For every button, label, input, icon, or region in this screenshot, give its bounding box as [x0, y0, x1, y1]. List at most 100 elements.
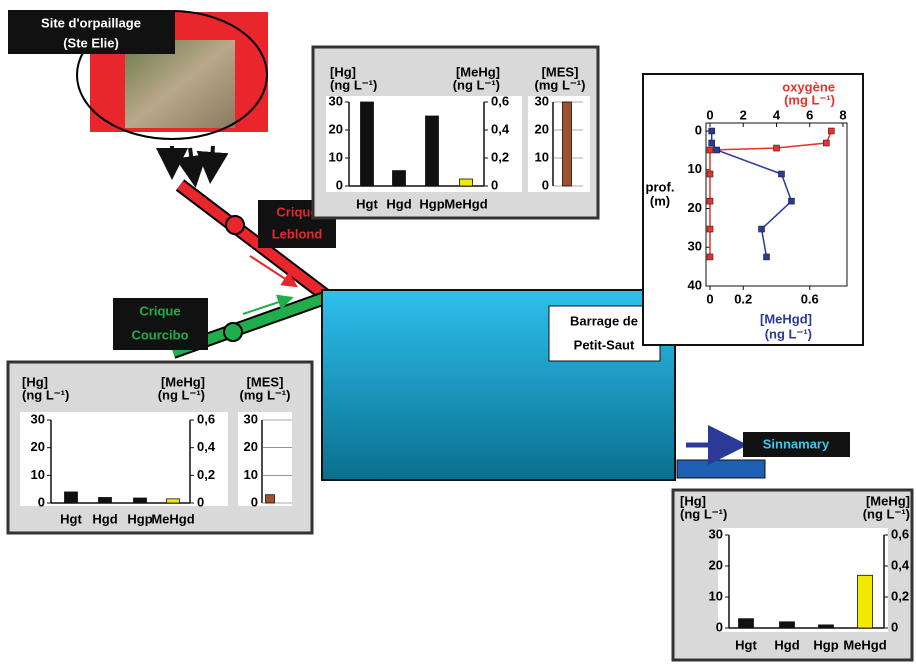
y-unit: (ng L⁻¹): [330, 77, 377, 92]
y-tick-label: 10: [31, 467, 45, 482]
station: [226, 216, 244, 234]
y2-tick-label: 0,4: [891, 557, 910, 572]
profile-point: [774, 145, 780, 151]
bar: [99, 497, 112, 503]
y2-tick-label: 0,6: [891, 526, 909, 541]
y-unit: (m): [650, 193, 670, 208]
bar: [134, 498, 147, 503]
bar: [739, 619, 754, 628]
profile-point: [788, 198, 794, 204]
y-tick-label: 0: [695, 122, 702, 137]
diagram: Site d'orpaillage (Ste Elie) Crique Lebl…: [0, 0, 916, 665]
y-unit: (ng L⁻¹): [22, 387, 69, 402]
profile-point: [709, 128, 715, 134]
y-unit: (ng L⁻¹): [680, 506, 727, 521]
x-tick-label: Hgd: [774, 637, 799, 652]
mes-tick-label: 30: [244, 411, 258, 426]
x-tick-label: Hgt: [60, 511, 82, 526]
dam-label: Barrage de: [570, 313, 638, 328]
panel: [643, 74, 863, 345]
y-tick-label: 20: [709, 557, 723, 572]
x-tick-label: 4: [773, 107, 781, 122]
x-tick-label: Hgp: [127, 511, 152, 526]
mes-tick-label: 10: [535, 149, 549, 164]
y-tick-label: 20: [688, 200, 702, 215]
y-tick-label: 10: [688, 161, 702, 176]
y2-tick-label: 0,6: [491, 93, 509, 108]
river-label: Crique: [139, 303, 180, 318]
y-tick-label: 20: [31, 439, 45, 454]
mes-bar: [266, 495, 275, 503]
y-tick-label: 0: [38, 494, 45, 509]
bar: [393, 171, 406, 186]
profile-point: [707, 198, 713, 204]
x-tick-label: MeHgd: [843, 637, 886, 652]
bar: [858, 575, 873, 628]
river-label: Courcibo: [131, 327, 188, 342]
x-tick-label: Hgt: [735, 637, 757, 652]
profile-point: [707, 254, 713, 260]
mes-unit: (mg L⁻¹): [535, 77, 586, 92]
bar: [361, 102, 374, 186]
series-unit: (ng L⁻¹): [765, 326, 812, 341]
y2-tick-label: 0,2: [891, 588, 909, 603]
mes-area: [528, 96, 590, 192]
profile-point: [707, 171, 713, 177]
x-tick-label: Hgt: [356, 196, 378, 211]
y-tick-label: 30: [31, 411, 45, 426]
y2-tick-label: 0: [197, 494, 204, 509]
x-tick-label: 2: [740, 107, 747, 122]
y2-unit: (ng L⁻¹): [158, 387, 205, 402]
mes-tick-label: 30: [535, 93, 549, 108]
y2-tick-label: 0,2: [197, 467, 215, 482]
river-label: Leblond: [272, 226, 323, 241]
series-unit: (mg L⁻¹): [784, 92, 835, 107]
bar: [460, 179, 473, 186]
profile-point: [828, 128, 834, 134]
mes-bar: [563, 102, 572, 186]
series-label: [MeHgd]: [760, 311, 812, 326]
mes-tick-label: 0: [251, 494, 258, 509]
profile-point: [823, 140, 829, 146]
runoff-arrows: [172, 146, 213, 176]
x-tick-label: MeHgd: [151, 511, 194, 526]
y-label: prof.: [646, 179, 675, 194]
profile-point: [707, 226, 713, 232]
bar: [65, 492, 78, 503]
y2-tick-label: 0: [891, 619, 898, 634]
x-tick-label: 0: [706, 107, 713, 122]
x-tick-label: Hgd: [386, 196, 411, 211]
x-tick-label: 8: [839, 107, 846, 122]
x2-tick-label: 0.6: [801, 291, 819, 306]
y2-tick-label: 0,2: [491, 149, 509, 164]
profile-point: [707, 147, 713, 153]
bar: [819, 625, 834, 628]
x2-tick-label: 0.2: [734, 291, 752, 306]
y2-unit: (ng L⁻¹): [863, 506, 910, 521]
bar: [426, 116, 439, 186]
x-tick-label: MeHgd: [444, 196, 487, 211]
profile-point: [764, 254, 770, 260]
x2-tick-label: 0: [706, 291, 713, 306]
y-tick-label: 30: [709, 526, 723, 541]
mes-tick-label: 0: [542, 177, 549, 192]
outlet-river: [677, 460, 765, 478]
x-tick-label: Hgp: [419, 196, 444, 211]
profile-point: [778, 171, 784, 177]
mes-tick-label: 20: [535, 121, 549, 136]
mes-tick-label: 10: [244, 467, 258, 482]
y-tick-label: 10: [709, 588, 723, 603]
bar: [780, 622, 795, 628]
mes-unit: (mg L⁻¹): [240, 387, 291, 402]
y2-tick-label: 0,4: [197, 439, 216, 454]
y-tick-label: 0: [716, 619, 723, 634]
y2-tick-label: 0,4: [491, 121, 510, 136]
dam-label: Petit-Saut: [574, 337, 635, 352]
bar: [167, 499, 180, 503]
y-tick-label: 10: [329, 149, 343, 164]
x-tick-label: 6: [806, 107, 813, 122]
x-tick-label: Hgp: [813, 637, 838, 652]
mes-tick-label: 20: [244, 439, 258, 454]
site-subtitle: (Ste Elie): [63, 35, 119, 50]
y-tick-label: 40: [688, 277, 702, 292]
